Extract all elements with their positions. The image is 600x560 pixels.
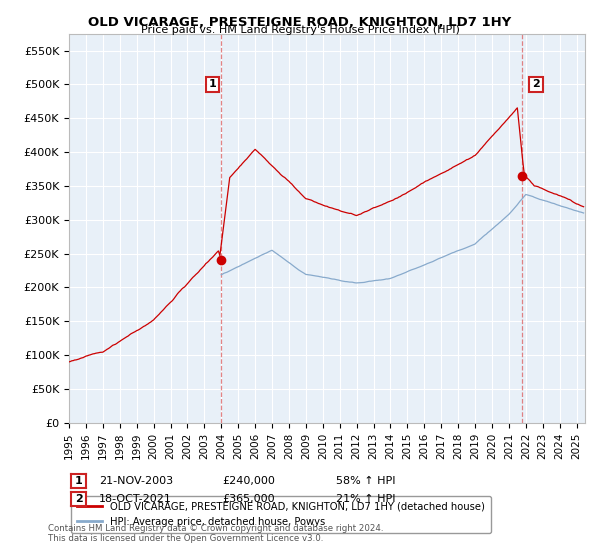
Text: 21-NOV-2003: 21-NOV-2003	[99, 476, 173, 486]
Text: £240,000: £240,000	[222, 476, 275, 486]
Legend: OLD VICARAGE, PRESTEIGNE ROAD, KNIGHTON, LD7 1HY (detached house), HPI: Average : OLD VICARAGE, PRESTEIGNE ROAD, KNIGHTON,…	[71, 496, 491, 533]
Text: 1: 1	[209, 80, 217, 90]
Text: 21% ↑ HPI: 21% ↑ HPI	[336, 494, 395, 504]
Text: Contains HM Land Registry data © Crown copyright and database right 2024.: Contains HM Land Registry data © Crown c…	[48, 524, 383, 533]
Text: 58% ↑ HPI: 58% ↑ HPI	[336, 476, 395, 486]
Text: 2: 2	[75, 494, 82, 504]
Text: 2: 2	[532, 80, 540, 90]
Text: This data is licensed under the Open Government Licence v3.0.: This data is licensed under the Open Gov…	[48, 534, 323, 543]
Text: Price paid vs. HM Land Registry's House Price Index (HPI): Price paid vs. HM Land Registry's House …	[140, 25, 460, 35]
Text: 1: 1	[75, 476, 82, 486]
Text: £365,000: £365,000	[222, 494, 275, 504]
Text: 18-OCT-2021: 18-OCT-2021	[99, 494, 172, 504]
Text: OLD VICARAGE, PRESTEIGNE ROAD, KNIGHTON, LD7 1HY: OLD VICARAGE, PRESTEIGNE ROAD, KNIGHTON,…	[88, 16, 512, 29]
